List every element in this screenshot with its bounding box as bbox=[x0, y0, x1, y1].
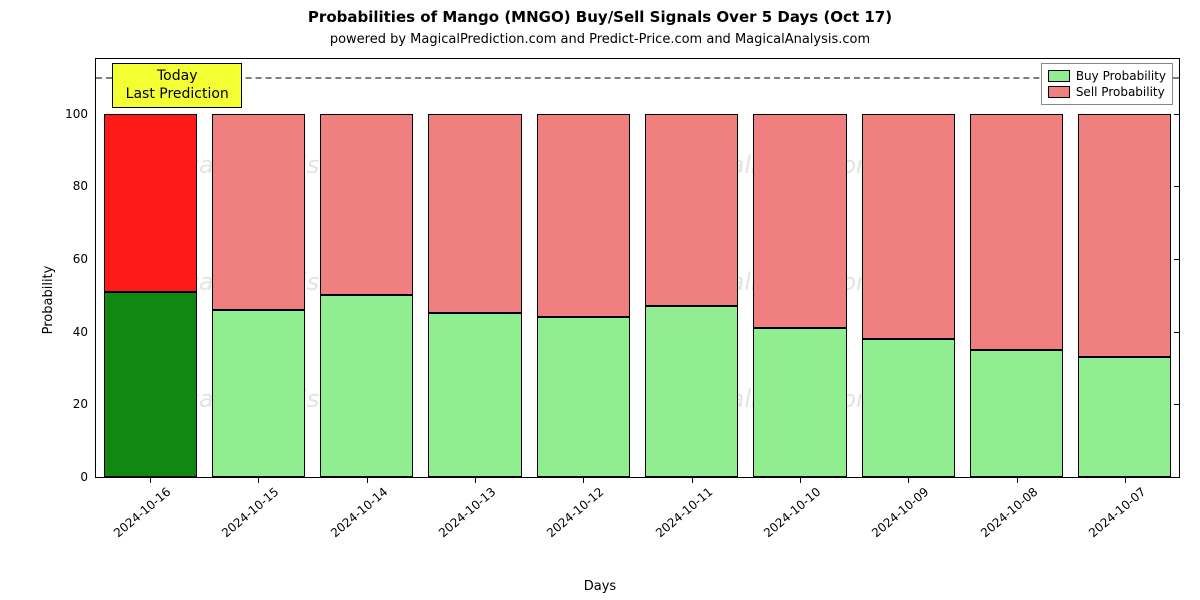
bar-buy bbox=[645, 306, 738, 477]
y-tick-label: 20 bbox=[73, 397, 96, 411]
bar-group bbox=[428, 59, 521, 477]
x-tick-label: 2024-10-08 bbox=[948, 477, 1040, 560]
x-tick-label: 2024-10-13 bbox=[406, 477, 498, 560]
legend-item: Buy Probability bbox=[1048, 68, 1166, 84]
bar-group bbox=[970, 59, 1063, 477]
bar-sell bbox=[320, 114, 413, 296]
y-tick-mark bbox=[1174, 477, 1180, 478]
x-tick-label: 2024-10-11 bbox=[623, 477, 715, 560]
y-tick-label: 0 bbox=[80, 470, 96, 484]
bar-buy bbox=[1078, 357, 1171, 477]
bar-group bbox=[753, 59, 846, 477]
y-tick-mark bbox=[1174, 259, 1180, 260]
legend: Buy Probability Sell Probability bbox=[1041, 63, 1173, 105]
bar-buy bbox=[753, 328, 846, 477]
bar-sell bbox=[212, 114, 305, 310]
bar-buy bbox=[104, 292, 197, 477]
x-axis-label: Days bbox=[0, 579, 1200, 594]
bar-sell bbox=[970, 114, 1063, 350]
bar-buy bbox=[428, 313, 521, 477]
plot-area: 020406080100MagicalAnalysis.comMagicalPr… bbox=[95, 58, 1180, 478]
x-tick-label: 2024-10-12 bbox=[515, 477, 607, 560]
x-tick-label: 2024-10-09 bbox=[840, 477, 932, 560]
legend-label: Buy Probability bbox=[1076, 69, 1166, 83]
bar-sell bbox=[537, 114, 630, 318]
bar-group bbox=[212, 59, 305, 477]
bar-buy bbox=[320, 295, 413, 477]
bar-group bbox=[104, 59, 197, 477]
legend-item: Sell Probability bbox=[1048, 84, 1166, 100]
chart-container: Probabilities of Mango (MNGO) Buy/Sell S… bbox=[0, 0, 1200, 600]
today-annotation-line1: Today bbox=[123, 68, 231, 86]
bar-sell bbox=[645, 114, 738, 307]
bar-buy bbox=[537, 317, 630, 477]
bar-group bbox=[320, 59, 413, 477]
y-tick-mark bbox=[1174, 404, 1180, 405]
y-tick-label: 40 bbox=[73, 325, 96, 339]
chart-title: Probabilities of Mango (MNGO) Buy/Sell S… bbox=[0, 8, 1200, 26]
y-tick-mark bbox=[1174, 186, 1180, 187]
y-tick-mark bbox=[1174, 114, 1180, 115]
x-tick-label: 2024-10-15 bbox=[190, 477, 282, 560]
x-tick-label: 2024-10-10 bbox=[731, 477, 823, 560]
y-axis-label: Probability bbox=[41, 266, 56, 335]
y-tick-label: 60 bbox=[73, 252, 96, 266]
bar-buy bbox=[862, 339, 955, 477]
bar-group bbox=[862, 59, 955, 477]
legend-swatch bbox=[1048, 70, 1070, 82]
bar-sell bbox=[862, 114, 955, 339]
x-tick-label: 2024-10-14 bbox=[298, 477, 390, 560]
x-tick-label: 2024-10-16 bbox=[82, 477, 174, 560]
bar-buy bbox=[970, 350, 1063, 477]
x-tick-label: 2024-10-07 bbox=[1056, 477, 1148, 560]
today-annotation: TodayLast Prediction bbox=[112, 63, 242, 108]
bar-sell bbox=[753, 114, 846, 328]
chart-subtitle: powered by MagicalPrediction.com and Pre… bbox=[0, 32, 1200, 47]
bar-buy bbox=[212, 310, 305, 477]
bar-group bbox=[1078, 59, 1171, 477]
y-tick-label: 80 bbox=[73, 179, 96, 193]
bar-sell bbox=[1078, 114, 1171, 358]
y-tick-label: 100 bbox=[65, 107, 96, 121]
bar-sell bbox=[104, 114, 197, 292]
bar-sell bbox=[428, 114, 521, 314]
today-annotation-line2: Last Prediction bbox=[123, 86, 231, 104]
y-tick-mark bbox=[1174, 332, 1180, 333]
legend-swatch bbox=[1048, 86, 1070, 98]
bar-group bbox=[645, 59, 738, 477]
bar-group bbox=[537, 59, 630, 477]
legend-label: Sell Probability bbox=[1076, 85, 1165, 99]
